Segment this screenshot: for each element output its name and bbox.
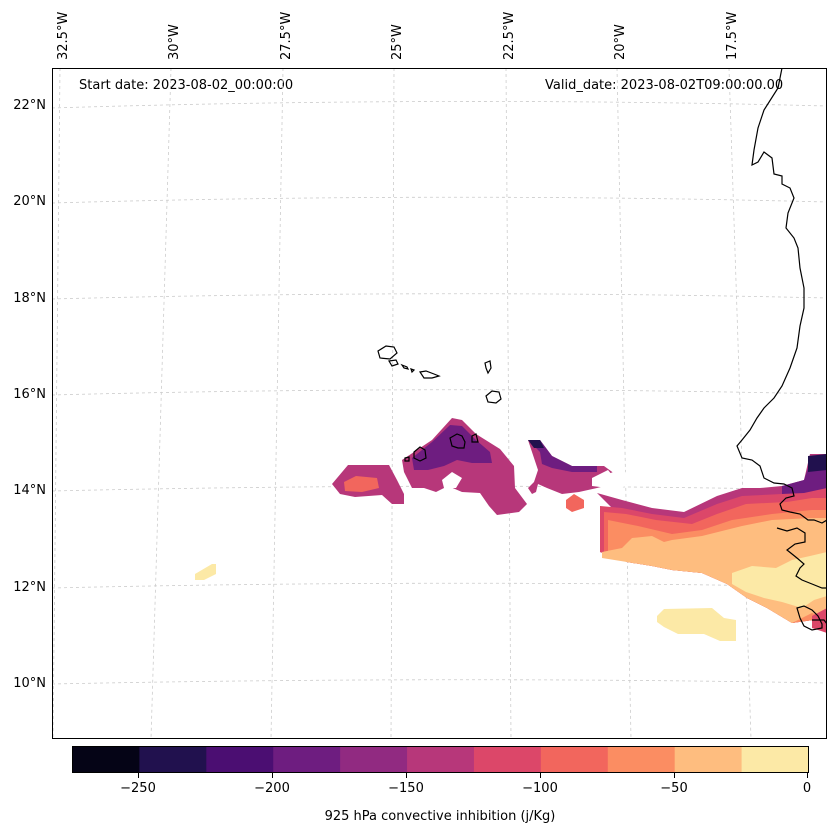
colorbar-swatches — [72, 746, 809, 773]
island-fogo — [413, 446, 427, 462]
lat-label-16n: 16°N — [13, 387, 46, 402]
colorbar-swatch-10 — [741, 746, 809, 773]
lat-label-22n: 22°N — [13, 98, 46, 113]
island-santiago — [449, 433, 466, 449]
grid-lon-17-5w — [728, 68, 752, 739]
valid-date-label: Valid_date: 2023-08-02T09:00:00.00 — [545, 78, 784, 93]
lat-label-18n: 18°N — [13, 291, 46, 306]
grid-lon-32-5w — [52, 68, 61, 739]
lon-label-32-5w: 32.5°W — [56, 11, 71, 60]
colorbar-swatch-7 — [540, 746, 609, 773]
cape-verde-islands — [377, 345, 502, 462]
grid-lat-12n — [52, 582, 827, 589]
colorbar-swatch-4 — [340, 746, 408, 773]
grid-lat-20n — [52, 196, 827, 204]
lon-label-20w: 20°W — [613, 24, 628, 60]
contour-east-yellow — [732, 552, 827, 608]
colorbar — [72, 746, 809, 773]
colorbar-swatch-3 — [273, 746, 341, 773]
cin-contours — [195, 418, 827, 641]
contour-band-24w-inner — [344, 476, 379, 492]
gridlines — [52, 68, 827, 739]
island-sal — [484, 360, 492, 375]
lon-label-25w: 25°W — [390, 24, 405, 60]
grid-lon-20w — [616, 68, 632, 739]
grid-lat-22n — [52, 101, 827, 109]
map-frame — [52, 68, 827, 739]
contour-blob-south — [657, 608, 736, 641]
lat-label-12n: 12°N — [13, 580, 46, 595]
lat-label-20n: 20°N — [13, 194, 46, 209]
coastline-bay — [776, 527, 827, 589]
contour-middle-dark — [528, 440, 544, 448]
colorbar-swatch-8 — [607, 746, 676, 773]
lat-label-14n: 14°N — [13, 483, 46, 498]
grid-lat-16n — [52, 389, 827, 396]
grid-lon-30w — [150, 68, 172, 739]
island-santa-luzia — [410, 368, 416, 374]
colorbar-title: 925 hPa convective inhibition (j/Kg) — [324, 809, 556, 824]
contour-east-hole — [604, 468, 632, 488]
colorbar-swatch-9 — [674, 746, 743, 773]
start-date-label: Start date: 2023-08-02_00:00:00 — [79, 78, 294, 93]
island-sao-nicolau-e — [418, 370, 441, 379]
colorbar-tick-m200: −200 — [254, 781, 290, 796]
island-brava — [404, 456, 410, 462]
coastlines — [736, 68, 827, 631]
island-sao-vicente — [388, 359, 399, 367]
island-sao-nicolau — [400, 363, 410, 370]
colorbar-tick-m50: −50 — [660, 781, 688, 796]
contour-central-hole — [442, 472, 462, 488]
lat-label-10n: 10°N — [13, 676, 46, 691]
map-panel[interactable] — [52, 68, 827, 739]
contour-middle-purple — [528, 440, 597, 472]
africa-coastline — [736, 68, 827, 524]
colorbar-swatch-6 — [473, 746, 542, 773]
colorbar-tick-m100: −100 — [522, 781, 558, 796]
colorbar-border — [72, 746, 809, 773]
colorbar-tick-m250: −250 — [120, 781, 156, 796]
grid-lon-27-5w — [270, 68, 284, 739]
island-maio — [471, 433, 479, 443]
colorbar-swatch-2 — [206, 746, 274, 773]
grid-lat-10n — [52, 679, 827, 685]
grid-lon-25w — [390, 68, 395, 739]
contour-blob-west — [195, 564, 216, 580]
colorbar-tick-m150: −150 — [388, 781, 424, 796]
island-santo-antao — [377, 345, 398, 360]
lon-label-27-5w: 27.5°W — [279, 11, 294, 60]
lon-label-30w: 30°W — [167, 24, 182, 60]
grid-lon-22-5w — [505, 68, 512, 739]
colorbar-swatch-5 — [407, 746, 475, 773]
colorbar-swatch-0 — [72, 746, 140, 773]
colorbar-tick-0: 0 — [802, 781, 812, 796]
grid-lat-18n — [52, 293, 827, 300]
lon-label-17-5w: 17.5°W — [725, 11, 740, 60]
colorbar-swatch-1 — [139, 746, 207, 773]
contour-middle-salmon — [566, 494, 584, 512]
island-boa-vista — [485, 390, 502, 404]
coastline-south — [796, 605, 823, 631]
colorbar-ticks — [0, 773, 837, 779]
contour-east-dark — [808, 454, 827, 472]
lon-label-22-5w: 22.5°W — [502, 11, 517, 60]
